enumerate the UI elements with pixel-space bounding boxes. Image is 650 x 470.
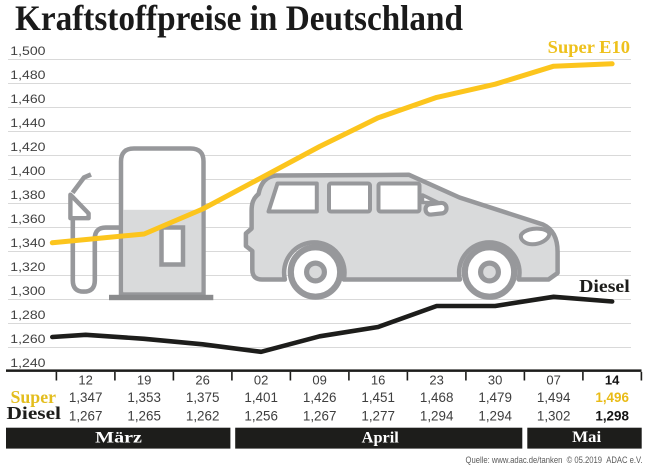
svg-text:02: 02 — [254, 373, 268, 388]
svg-text:1,496: 1,496 — [595, 390, 629, 405]
svg-text:1,320: 1,320 — [10, 260, 45, 274]
svg-text:1,262: 1,262 — [186, 408, 220, 423]
svg-text:09: 09 — [312, 373, 326, 388]
svg-text:1,451: 1,451 — [361, 390, 395, 405]
svg-text:April: April — [362, 429, 400, 446]
svg-text:1,256: 1,256 — [244, 408, 278, 423]
svg-text:1,380: 1,380 — [10, 188, 45, 202]
svg-text:1,440: 1,440 — [10, 116, 45, 130]
svg-text:Diesel: Diesel — [7, 403, 62, 423]
svg-text:1,500: 1,500 — [10, 44, 45, 58]
svg-text:1,280: 1,280 — [10, 308, 45, 322]
svg-text:1,340: 1,340 — [10, 236, 45, 250]
svg-text:1,267: 1,267 — [69, 408, 103, 423]
svg-text:1,240: 1,240 — [10, 356, 45, 370]
svg-text:1,302: 1,302 — [537, 408, 571, 423]
svg-text:1,400: 1,400 — [10, 164, 45, 178]
svg-text:1,460: 1,460 — [10, 92, 45, 106]
svg-text:Diesel: Diesel — [579, 276, 630, 296]
svg-text:1,300: 1,300 — [10, 284, 45, 298]
svg-text:Mai: Mai — [572, 429, 602, 446]
svg-text:1,494: 1,494 — [537, 390, 571, 405]
svg-text:1,277: 1,277 — [361, 408, 395, 423]
svg-text:Super: Super — [11, 387, 57, 407]
svg-text:26: 26 — [195, 373, 209, 388]
svg-text:Quelle: www.adac.de/tanken ©: Quelle: www.adac.de/tanken © 05.2019 ADA… — [466, 455, 643, 465]
svg-text:1,479: 1,479 — [478, 390, 512, 405]
svg-text:19: 19 — [137, 373, 151, 388]
svg-text:07: 07 — [546, 373, 560, 388]
svg-text:1,260: 1,260 — [10, 332, 45, 346]
svg-text:12: 12 — [78, 373, 92, 388]
svg-text:30: 30 — [488, 373, 502, 388]
svg-text:1,426: 1,426 — [303, 390, 337, 405]
svg-text:1,298: 1,298 — [595, 408, 629, 423]
svg-text:1,375: 1,375 — [186, 390, 220, 405]
svg-text:1,294: 1,294 — [478, 408, 512, 423]
svg-text:1,353: 1,353 — [127, 390, 161, 405]
svg-text:16: 16 — [371, 373, 385, 388]
svg-text:Kraftstoffpreise in Deutschlan: Kraftstoffpreise in Deutschland — [15, 0, 463, 38]
svg-text:1,347: 1,347 — [69, 390, 103, 405]
svg-text:1,360: 1,360 — [10, 212, 45, 226]
svg-text:1,480: 1,480 — [10, 68, 45, 82]
svg-text:23: 23 — [429, 373, 443, 388]
svg-text:März: März — [95, 429, 142, 446]
svg-text:14: 14 — [605, 373, 620, 388]
svg-text:1,401: 1,401 — [244, 390, 278, 405]
svg-text:1,468: 1,468 — [420, 390, 454, 405]
svg-text:1,267: 1,267 — [303, 408, 337, 423]
svg-text:1,294: 1,294 — [420, 408, 454, 423]
svg-text:1,265: 1,265 — [127, 408, 161, 423]
svg-text:Super E10: Super E10 — [548, 37, 631, 57]
svg-text:1,420: 1,420 — [10, 140, 45, 154]
